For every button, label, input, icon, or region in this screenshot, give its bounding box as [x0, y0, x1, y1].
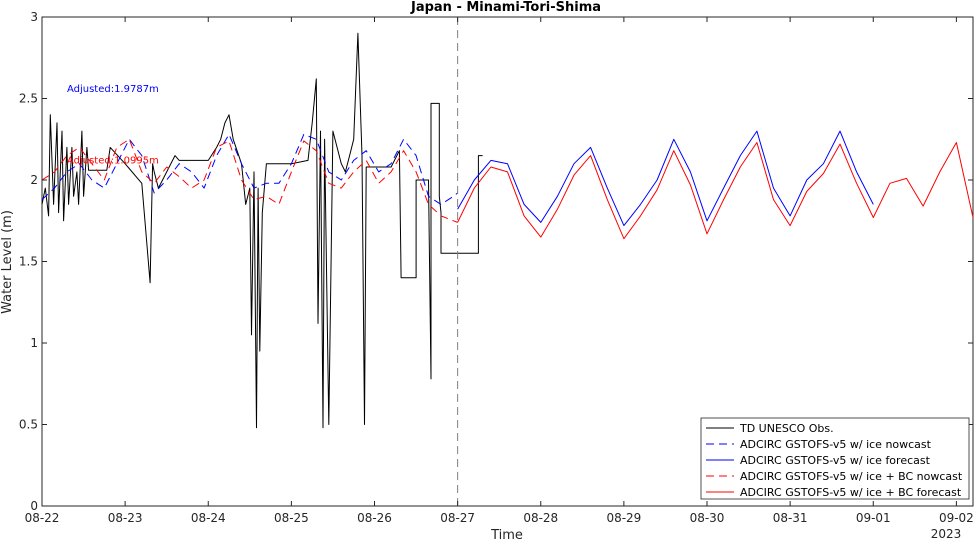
- chart-title: Japan - Minami-Tori-Shima: [410, 0, 601, 15]
- annotations: Adjusted:1.9787m Adjusted:1.0995m: [67, 84, 159, 167]
- y-tick-label: 1.5: [19, 255, 38, 269]
- legend-entry: ADCIRC GSTOFS-v5 w/ ice nowcast: [740, 438, 932, 451]
- x-tick-label: 08-31: [773, 511, 808, 525]
- x-tick-label: 08-24: [191, 511, 226, 525]
- y-tick-label: 3: [30, 10, 38, 24]
- y-tick-label: 2: [30, 173, 38, 187]
- x-tick-label: 09-01: [856, 511, 891, 525]
- x-tick-label: 09-02: [939, 511, 974, 525]
- x-tick-label: 08-23: [108, 511, 143, 525]
- series-line-2: [41, 133, 458, 205]
- y-axis-title: Water Level (m): [0, 210, 15, 314]
- series-line-5: [457, 142, 974, 240]
- legend: TD UNESCO Obs. ADCIRC GSTOFS-v5 w/ ice no…: [700, 417, 970, 500]
- y-tick-label: 0.5: [19, 418, 38, 432]
- legend-entry: ADCIRC GSTOFS-v5 w/ ice + BC nowcast: [740, 470, 963, 483]
- legend-entry: TD UNESCO Obs.: [739, 422, 834, 435]
- x-tick-label: 08-27: [440, 511, 475, 525]
- annotation-label: Adjusted:1.0995m: [67, 156, 159, 167]
- y-axis: 0 0.5 1 1.5 2 2.5 3: [19, 10, 973, 513]
- x-axis-title: Time: [490, 528, 523, 541]
- x-tick-label: 08-29: [606, 511, 641, 525]
- legend-box: [700, 417, 970, 500]
- series-line-3: [457, 130, 874, 227]
- x-year-label: 2023: [931, 527, 962, 541]
- series-layer: [41, 32, 974, 429]
- x-tick-label: 08-26: [357, 511, 392, 525]
- y-tick-label: 0: [30, 499, 38, 513]
- x-tick-label: 08-22: [25, 511, 60, 525]
- legend-entry: ADCIRC GSTOFS-v5 w/ ice + BC forecast: [740, 486, 962, 499]
- x-tick-label: 08-28: [523, 511, 558, 525]
- series-line-1: [41, 32, 483, 429]
- x-tick-label: 08-30: [690, 511, 725, 525]
- annotation-label: Adjusted:1.9787m: [67, 84, 159, 95]
- x-axis: 08-22 08-23 08-24 08-25 08-26 08-27 08-28 08-29…: [25, 17, 974, 525]
- legend-entry: ADCIRC GSTOFS-v5 w/ ice forecast: [740, 454, 931, 467]
- y-tick-label: 1: [30, 336, 38, 350]
- x-tick-label: 08-25: [274, 511, 309, 525]
- y-tick-label: 2.5: [19, 92, 38, 106]
